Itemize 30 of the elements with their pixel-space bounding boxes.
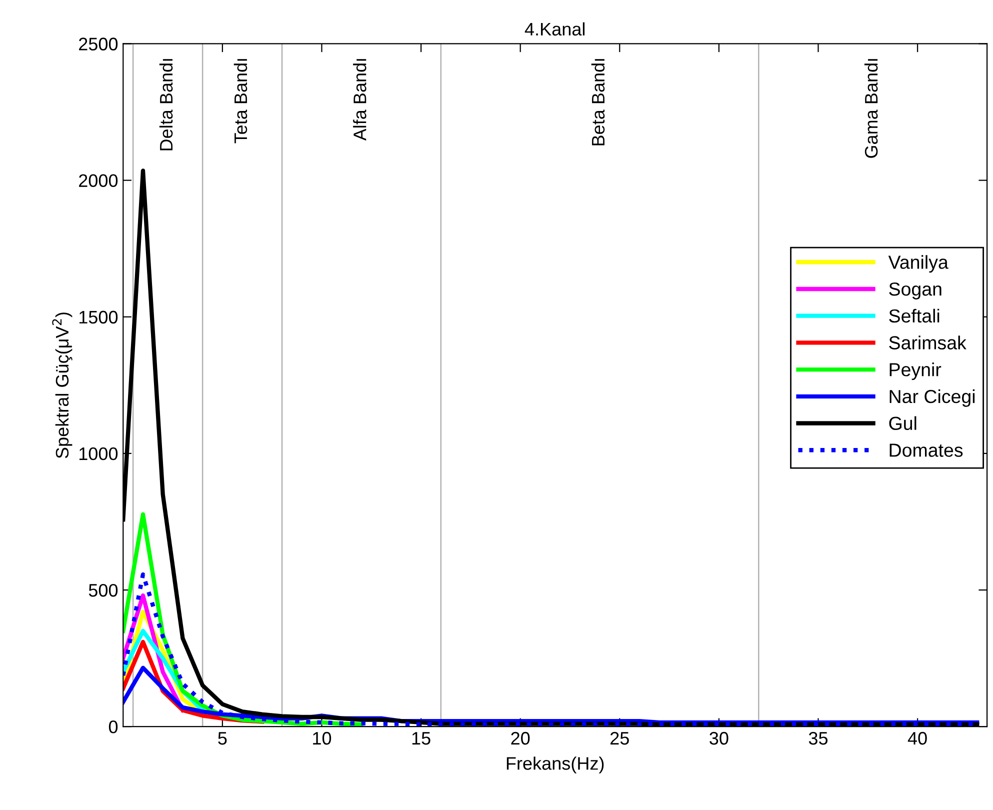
- chart-title: 4.Kanal: [524, 22, 584, 36]
- legend-label: Peynir: [890, 362, 942, 380]
- annotation: Teta Bandı: [234, 59, 248, 144]
- annotation: Alfa Bandı: [353, 59, 366, 141]
- y-tick-label: 0: [108, 720, 118, 734]
- x-tick-label: 40: [908, 732, 927, 745]
- x-tick-label: 30: [710, 732, 728, 745]
- annotation: Delta Bandı: [159, 59, 173, 150]
- x-axis-title: Frekans(Hz): [506, 756, 604, 774]
- x-tick-label: 20: [511, 732, 530, 745]
- y-tick-label: 1000: [79, 447, 118, 460]
- x-tick-label: 15: [412, 732, 430, 745]
- x-tick-label: 10: [313, 732, 332, 745]
- legend-label: Sarimsak: [889, 336, 966, 350]
- legend-label: Sogan: [889, 282, 942, 300]
- legend-label: Seftali: [889, 308, 940, 323]
- x-tick-label: 35: [808, 732, 828, 745]
- legend-label: Domates: [890, 444, 963, 457]
- x-tick-label: 5: [218, 732, 227, 745]
- annotation: Gama Bandı: [864, 59, 878, 158]
- y-tick-label: 500: [88, 584, 118, 597]
- y-tick-label: 2500: [79, 38, 118, 50]
- legend-label: Gul: [889, 416, 916, 430]
- y-tick-label: 1500: [79, 310, 118, 324]
- x-tick-label: 25: [610, 732, 629, 745]
- legend-label: Vanilya: [888, 255, 948, 273]
- y-tick-label: 2000: [79, 174, 118, 188]
- annotation: Beta Bandı: [591, 59, 605, 146]
- y-axis-title: Spektral Güç(μV$^{2}$): [52, 312, 72, 458]
- legend-label: Nar Cicegi: [890, 389, 975, 407]
